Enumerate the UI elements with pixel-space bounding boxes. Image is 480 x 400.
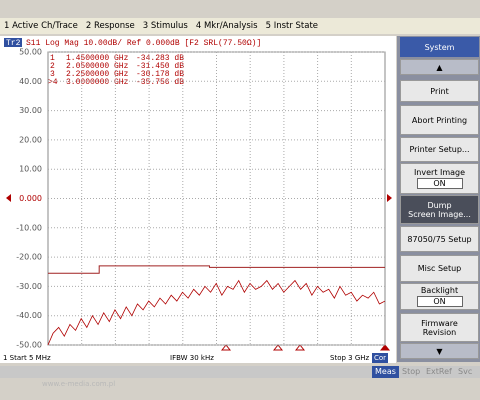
marker-triangle (220, 344, 232, 351)
softkey-label: Screen Image... (408, 209, 471, 219)
softkey-title: System (400, 37, 479, 57)
scroll-down[interactable]: ▼ (400, 343, 479, 359)
softkey-label: Firmware (421, 318, 458, 328)
ref-arrow (6, 194, 11, 202)
softkey-value: ON (416, 296, 463, 307)
y-tick-label: -50.00 (16, 341, 42, 350)
marker-value: -34.283 dB (136, 54, 184, 63)
softkey[interactable]: Firmware Revision (400, 313, 479, 342)
y-tick-label: 0.000 (19, 194, 42, 203)
menu-bar: 1 Active Ch/Trace 2 Response 3 Stimulus 4 M… (0, 18, 480, 34)
watermark: www.e-media.com.pl (42, 380, 116, 388)
y-tick-label: -30.00 (16, 282, 42, 291)
softkey-label: 87050/75 Setup (407, 234, 472, 244)
softkey-label: Misc Setup (417, 264, 462, 273)
menu-item[interactable]: 5 Instr State (265, 21, 319, 31)
trace (48, 265, 385, 274)
y-tick-label: 50.00 (19, 48, 42, 57)
trace (47, 279, 386, 346)
bottom-item[interactable]: Svc (458, 367, 473, 376)
y-tick-label: -40.00 (16, 311, 42, 320)
marker-id: 3 (50, 70, 55, 79)
bottom-bar: Meas Stop ExtRef Svc (0, 366, 480, 378)
softkey-label: Backlight (420, 286, 459, 295)
marker-value: -35.756 dB (136, 78, 184, 87)
stop: Stop 3 GHz (330, 354, 370, 362)
softkey-label: Print (430, 86, 449, 96)
y-tick-label: 40.00 (19, 77, 42, 86)
softkey[interactable]: 87050/75 Setup (400, 226, 479, 252)
softkey-label: Abort Printing (411, 115, 468, 125)
menu-item[interactable]: 1 Active Ch/Trace (4, 21, 78, 31)
y-tick-label: -10.00 (16, 223, 42, 232)
marker-freq: 1.4500000 GHz (66, 54, 129, 63)
scroll-up[interactable]: ▲ (400, 59, 479, 75)
marker-value: -30.178 dB (136, 70, 184, 79)
cor: Cor (372, 353, 389, 363)
marker-freq: 3.0000000 GHz (66, 78, 129, 87)
status-line: 1 Start 5 MHz IFBW 30 kHz Stop 3 GHz Cor (0, 353, 396, 363)
marker-value: -31.450 dB (136, 62, 184, 71)
y-tick-label: -20.00 (16, 253, 42, 262)
softkey[interactable]: Misc Setup (400, 255, 479, 282)
softkey[interactable]: Backlight ON (400, 283, 479, 310)
marker-triangle (272, 344, 284, 351)
marker-triangle (379, 344, 391, 351)
trace-tag: Tr2 (6, 39, 21, 48)
menu-item[interactable]: 4 Mkr/Analysis (195, 21, 258, 31)
y-tick-label: 10.00 (19, 165, 42, 174)
menu-item[interactable]: 3 Stimulus (142, 21, 188, 31)
marker-id: >4 (48, 78, 58, 87)
bottom-item[interactable]: Stop (402, 367, 421, 376)
softkey[interactable]: Dump Screen Image... (400, 195, 479, 224)
marker-freq: 2.0500000 GHz (66, 62, 129, 71)
marker-id: 1 (50, 54, 55, 63)
bottom-item[interactable]: Meas (372, 366, 399, 378)
marker-triangle (294, 344, 306, 351)
softkey[interactable]: Printer Setup... (400, 137, 479, 162)
softkey[interactable]: Invert Image ON (400, 163, 479, 194)
marker-freq: 2.2500000 GHz (66, 70, 129, 79)
marker-id: 2 (50, 62, 55, 71)
trace-tag-bg (4, 38, 22, 47)
bottom-item[interactable]: ExtRef (426, 367, 452, 376)
softkey-panel: System ▲ Print Abort Printing Printer Setu… (397, 36, 480, 362)
softkey-label: Revision (422, 327, 457, 337)
softkey-label: Dump (427, 200, 452, 210)
menu-item[interactable]: 2 Response (85, 21, 135, 31)
plot-window: Tr2 S11 Log Mag 10.00dB/ Ref 0.000dB [F2… (0, 36, 396, 362)
marker-triangles (220, 344, 391, 351)
softkey-label: Invert Image (413, 168, 466, 177)
softkey-label: Printer Setup... (409, 145, 470, 154)
trace-header: S11 Log Mag 10.00dB/ Ref 0.000dB [F2 SRL… (26, 39, 261, 48)
softkey[interactable]: Print (400, 80, 479, 102)
ifbw: IFBW 30 kHz (170, 354, 214, 362)
softkey[interactable]: Abort Printing (400, 105, 479, 135)
softkey-value: ON (416, 178, 463, 189)
y-tick-label: 30.00 (19, 106, 42, 115)
y-tick-label: 20.00 (19, 135, 42, 144)
ref-arrow (387, 194, 392, 202)
start: 1 Start 5 MHz (3, 354, 51, 362)
chart: Tr2 S11 Log Mag 10.00dB/ Ref 0.000dB [F2… (4, 38, 392, 351)
